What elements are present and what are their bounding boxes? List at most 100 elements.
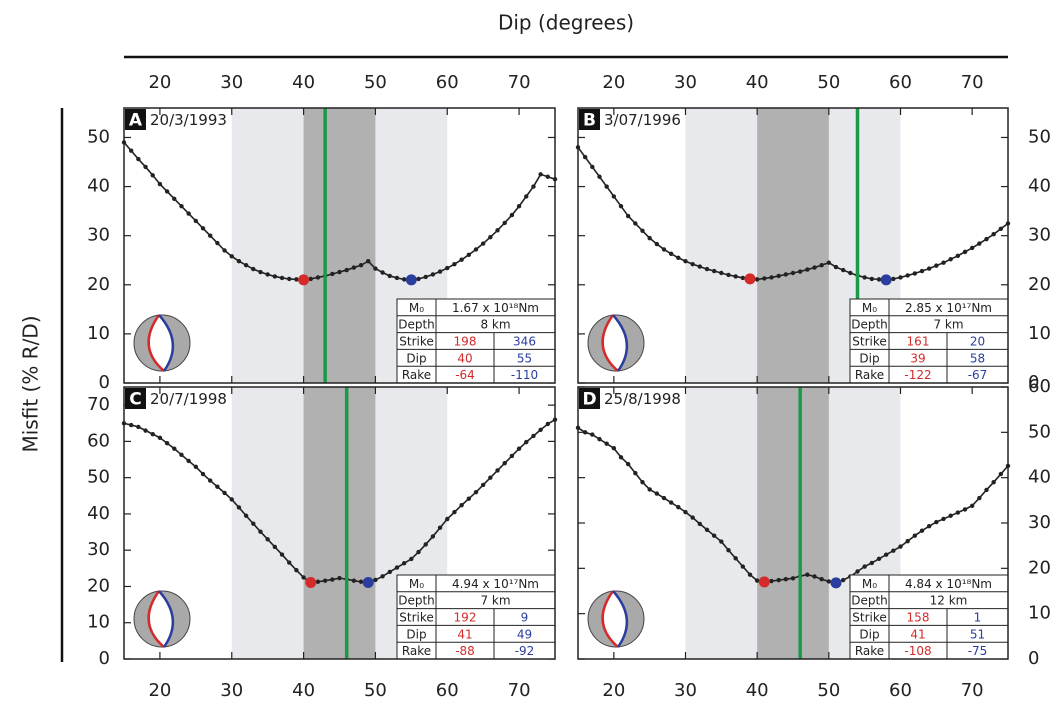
misfit-point [502, 220, 507, 226]
misfit-point [604, 441, 609, 446]
x-tick-label: 20 [148, 680, 171, 701]
best-fit-marker [305, 576, 317, 588]
misfit-point [179, 204, 184, 209]
misfit-point [919, 268, 925, 274]
y-tick-label: 0 [99, 372, 110, 393]
misfit-point [833, 264, 839, 270]
table-cell: 9 [521, 611, 529, 625]
misfit-point [315, 275, 321, 280]
misfit-point [640, 228, 645, 233]
x-tick-label: 40 [292, 72, 315, 93]
misfit-point [502, 460, 507, 466]
panel-label: A [129, 111, 143, 131]
misfit-point [265, 537, 270, 542]
y-tick-label: 20 [87, 575, 110, 596]
misfit-point [222, 248, 227, 253]
table-row-label: Dip [406, 627, 426, 641]
misfit-point [193, 464, 199, 469]
misfit-point [272, 544, 278, 550]
misfit-point [150, 431, 155, 437]
misfit-point [926, 266, 932, 271]
y-tick-label: 60 [1028, 376, 1051, 397]
misfit-point [251, 266, 256, 272]
table-cell: 4.94 x 10¹⁷Nm [452, 577, 539, 591]
x-tick-label: 20 [148, 72, 171, 93]
misfit-point [991, 480, 996, 485]
misfit-point [473, 247, 479, 252]
misfit-point [258, 529, 263, 534]
misfit-point [358, 579, 364, 584]
x-tick-label: 70 [508, 72, 531, 93]
misfit-point [358, 262, 364, 268]
misfit-point [394, 565, 400, 570]
misfit-point [445, 265, 450, 271]
misfit-point [279, 552, 285, 557]
y-tick-label: 40 [1028, 467, 1051, 488]
misfit-point [633, 221, 638, 226]
misfit-point [437, 269, 443, 274]
beachball-lens [148, 591, 173, 647]
x-tick-label: 20 [602, 680, 625, 701]
x-tick-label: 30 [674, 680, 697, 701]
y-tick-label: 40 [87, 503, 110, 524]
misfit-point [740, 275, 746, 281]
misfit-point [373, 577, 378, 583]
misfit-point [437, 525, 443, 530]
misfit-point [495, 468, 500, 473]
misfit-point [387, 569, 392, 575]
misfit-point [509, 453, 515, 459]
misfit-point [452, 261, 457, 267]
misfit-point [351, 265, 357, 270]
panel-label-box [125, 109, 146, 130]
misfit-point [618, 204, 624, 209]
x-tick-label: 40 [292, 680, 315, 701]
y-tick-label: 40 [87, 176, 110, 197]
misfit-point [683, 509, 688, 515]
nodal-plane [158, 314, 175, 372]
y-tick-label: 30 [87, 225, 110, 246]
shaded-band [303, 108, 376, 383]
misfit-point [683, 259, 688, 264]
misfit-point [604, 184, 609, 189]
x-tick-label: 40 [746, 72, 769, 93]
misfit-point [733, 274, 738, 279]
misfit-point [926, 523, 932, 529]
table-cell: 198 [454, 335, 477, 349]
table-row-label: M₀ [409, 301, 424, 315]
misfit-point [625, 213, 631, 219]
misfit-point [150, 173, 155, 178]
misfit-point [416, 276, 421, 282]
misfit-point [984, 487, 989, 493]
misfit-point [351, 578, 357, 583]
y-tick-label: 40 [1028, 176, 1051, 197]
misfit-point [726, 272, 731, 278]
misfit-point [711, 533, 717, 538]
misfit-point [984, 236, 989, 242]
misfit-point [733, 556, 738, 561]
misfit-point [869, 276, 875, 282]
best-fit-marker [744, 273, 756, 285]
misfit-point [545, 174, 551, 179]
table-cell: 2.85 x 10¹⁷Nm [905, 301, 992, 315]
misfit-point [531, 433, 536, 439]
misfit-point [862, 564, 867, 569]
y-tick-label: 10 [87, 612, 110, 633]
misfit-point [409, 556, 414, 562]
misfit-point [769, 275, 774, 280]
misfit-point [337, 269, 342, 275]
table-cell: 20 [970, 335, 985, 349]
y-tick-label: 0 [99, 648, 110, 669]
misfit-point [848, 270, 853, 276]
table-cell: 346 [513, 335, 536, 349]
panel-label: B [583, 111, 596, 131]
table-row-label: Rake [855, 644, 884, 658]
y-tick-label: 20 [1028, 274, 1051, 295]
misfit-point [977, 241, 982, 246]
misfit-point [128, 148, 134, 153]
misfit-point [157, 435, 163, 440]
table-row-label: Strike [399, 335, 434, 349]
x-tick-label: 50 [817, 680, 840, 701]
y-tick-label: 30 [1028, 512, 1051, 533]
table-row-label: Dip [859, 351, 879, 365]
best-fit-marker [758, 576, 770, 588]
